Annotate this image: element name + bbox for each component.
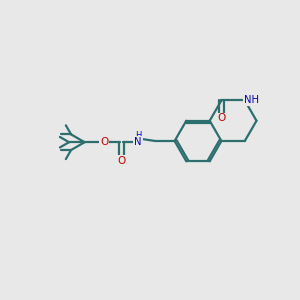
Text: O: O xyxy=(117,155,126,166)
Text: N: N xyxy=(134,137,142,147)
Text: H: H xyxy=(135,131,141,140)
Text: NH: NH xyxy=(244,95,259,106)
Text: O: O xyxy=(100,137,108,147)
Text: O: O xyxy=(217,113,226,124)
